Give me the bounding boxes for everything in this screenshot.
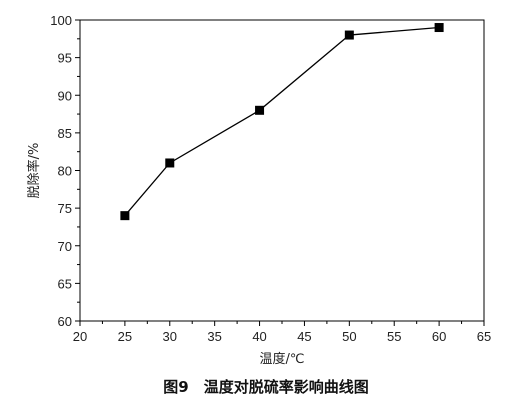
y-tick-label: 80 xyxy=(58,164,72,179)
x-tick-label: 60 xyxy=(432,329,446,344)
x-tick-label: 35 xyxy=(207,329,221,344)
x-tick-label: 55 xyxy=(387,329,401,344)
y-tick-label: 75 xyxy=(58,201,72,216)
data-point xyxy=(255,105,265,115)
x-tick-label: 25 xyxy=(118,329,132,344)
data-point xyxy=(434,23,444,33)
data-point xyxy=(165,158,175,168)
y-axis: 60 65 70 75 80 85 90 95 100 xyxy=(50,13,80,329)
y-tick-label: 90 xyxy=(58,88,72,103)
x-tick-label: 65 xyxy=(477,329,491,344)
x-tick-label: 50 xyxy=(342,329,356,344)
x-tick-label: 40 xyxy=(252,329,266,344)
series-line xyxy=(124,26,440,217)
y-tick-label: 85 xyxy=(58,126,72,141)
x-axis: 20 25 30 35 40 45 50 55 60 65 xyxy=(73,321,491,344)
y-tick-label: 100 xyxy=(50,13,72,28)
data-point xyxy=(344,30,354,40)
data-point xyxy=(120,211,130,221)
chart: 20 25 30 35 40 45 50 55 60 65 60 65 70 75 80 85 90 95 100… xyxy=(26,13,491,367)
figure-caption: 图9 温度对脱硫率影响曲线图 xyxy=(163,378,369,396)
y-tick-label: 60 xyxy=(58,314,72,329)
y-axis-label: 脱除率/% xyxy=(26,143,42,199)
y-tick-label: 70 xyxy=(58,239,72,254)
y-tick-label: 95 xyxy=(58,51,72,66)
y-tick-label: 65 xyxy=(58,276,72,291)
x-tick-label: 30 xyxy=(163,329,177,344)
x-tick-label: 20 xyxy=(73,329,87,344)
x-axis-label: 温度/℃ xyxy=(260,351,305,367)
plot-frame xyxy=(79,19,485,322)
data-points xyxy=(120,23,444,221)
x-tick-label: 45 xyxy=(297,329,311,344)
